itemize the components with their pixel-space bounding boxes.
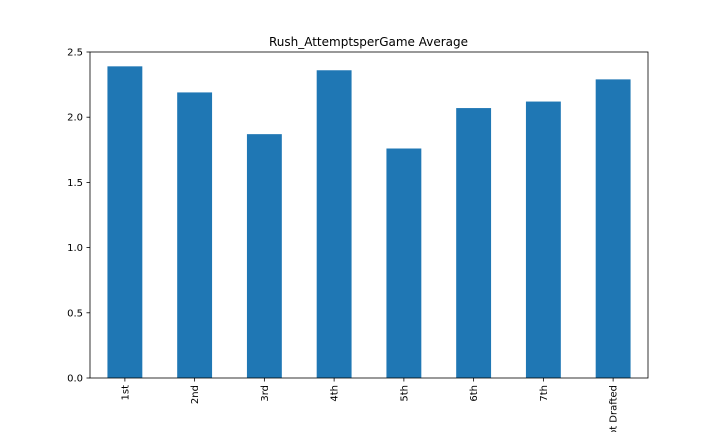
bars-layer xyxy=(107,66,631,379)
y-tick-label: 2.5 xyxy=(67,48,83,59)
bar-1st xyxy=(107,66,143,378)
axes-layer xyxy=(89,51,649,379)
x-tick-label: Not Drafted xyxy=(609,385,620,432)
chart-title: Rush_AttemptsperGame Average xyxy=(269,35,468,49)
bar-3rd xyxy=(246,134,282,378)
y-tick-label: 0.5 xyxy=(67,308,83,319)
x-tick-label: 4th xyxy=(330,385,341,402)
bar-2nd xyxy=(177,92,213,379)
y-tick-label: 0.0 xyxy=(67,374,83,385)
x-tick-label: 1st xyxy=(120,385,131,401)
bar-6th xyxy=(456,108,492,378)
y-axis-ticks: 0.0 0.5 1.0 1.5 2.0 2.5 xyxy=(67,48,90,385)
y-tick-label: 1.5 xyxy=(67,178,83,189)
x-tick-label: 2nd xyxy=(190,385,201,404)
bar-7th xyxy=(525,101,561,379)
x-tick-label: 3rd xyxy=(260,385,271,402)
bar-5th xyxy=(386,148,422,378)
bar-4th xyxy=(316,70,352,378)
x-tick-label: 5th xyxy=(399,385,410,402)
bar-not-drafted xyxy=(595,79,631,378)
x-tick-label: 7th xyxy=(539,385,550,402)
y-tick-label: 1.0 xyxy=(67,243,83,254)
x-tick-label: 6th xyxy=(469,385,480,402)
y-tick-label: 2.0 xyxy=(67,113,83,124)
x-axis-ticks: 1st 2nd 3rd 4th 5th 6th 7th Not Drafted xyxy=(120,378,620,432)
plot-frame xyxy=(89,51,649,379)
